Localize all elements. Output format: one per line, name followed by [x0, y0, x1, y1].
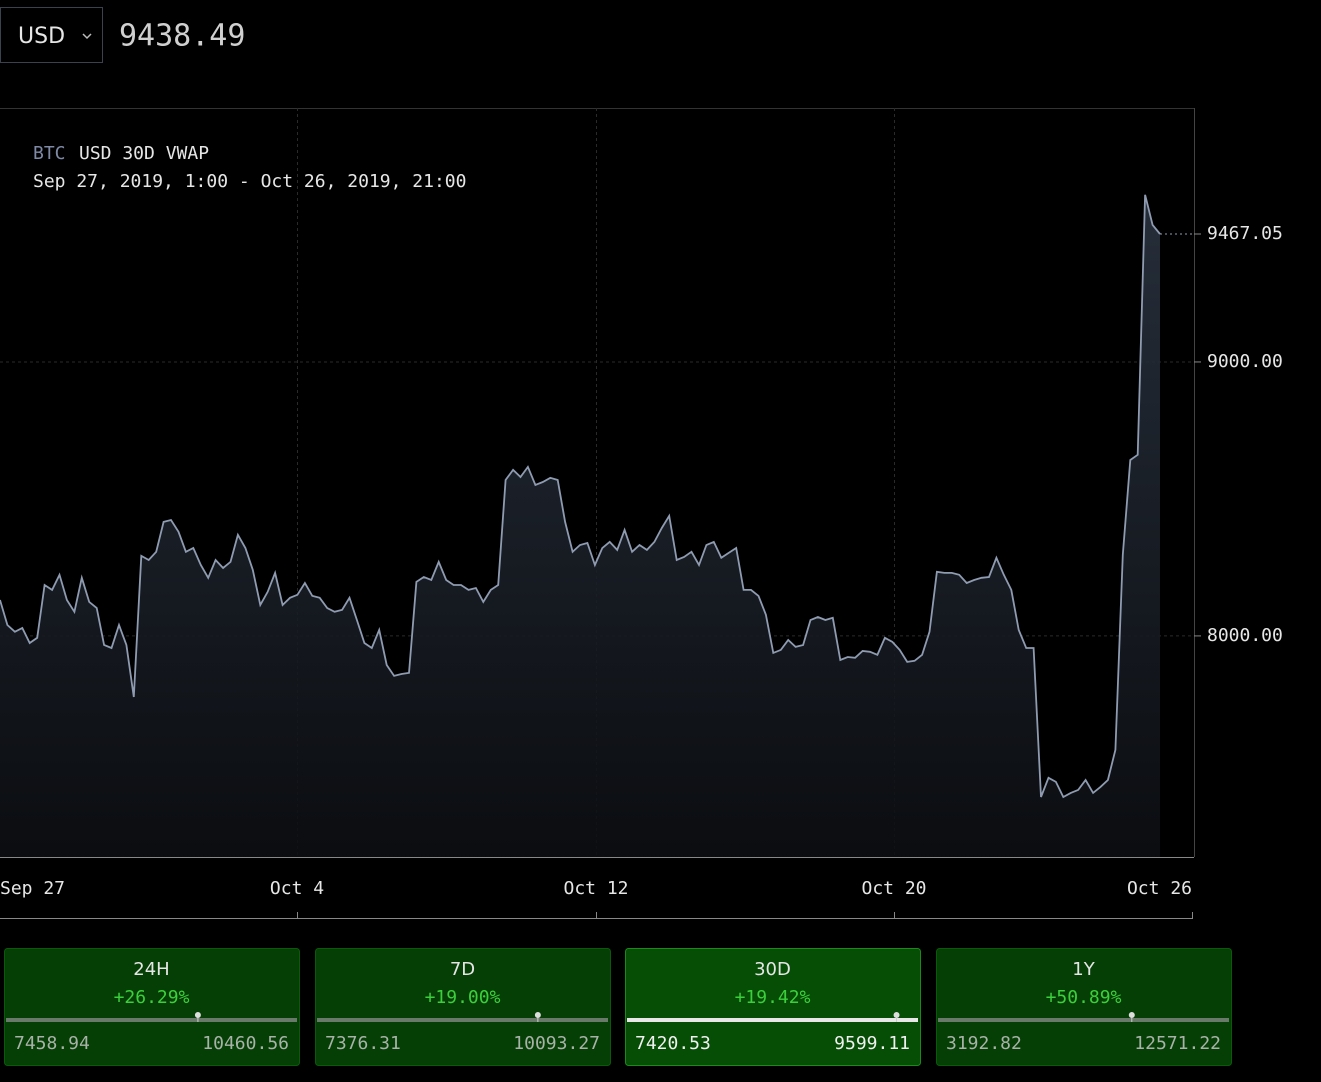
price-area: [0, 194, 1160, 858]
range-track: [627, 1018, 918, 1022]
x-tick-label: Oct 4: [270, 878, 324, 899]
range-track: [938, 1018, 1229, 1022]
card-high: 9599.11: [834, 1033, 910, 1054]
card-low: 7376.31: [325, 1033, 401, 1054]
chart-title: USD 30D VWAP: [79, 143, 209, 164]
currency-select[interactable]: [0, 7, 103, 63]
chart-subtitle: Sep 27, 2019, 1:00 - Oct 26, 2019, 21:00: [33, 171, 466, 192]
x-tick-label: Oct 26: [1127, 878, 1192, 899]
current-price: 9438.49: [119, 19, 245, 54]
period-card[interactable]: [625, 948, 921, 1066]
range-marker: [194, 1012, 201, 1018]
x-tick-label: Oct 12: [563, 878, 628, 899]
card-high: 12571.22: [1134, 1033, 1221, 1054]
card-low: 7420.53: [635, 1033, 711, 1054]
x-tick-label: Sep 27: [0, 878, 65, 899]
card-low: 7458.94: [14, 1033, 90, 1054]
card-change: +26.29%: [114, 987, 190, 1008]
range-marker: [534, 1012, 541, 1018]
period-card[interactable]: [315, 948, 611, 1066]
x-tick-label: Oct 20: [861, 878, 926, 899]
period-card[interactable]: [4, 948, 300, 1066]
card-period: 7D: [450, 959, 475, 980]
currency-label: USD: [18, 24, 65, 49]
range-track: [6, 1018, 297, 1022]
range-track: [317, 1018, 608, 1022]
card-period: 30D: [754, 959, 791, 980]
chart-symbol: BTC: [33, 143, 66, 164]
card-high: 10093.27: [513, 1033, 600, 1054]
card-period: 24H: [133, 959, 169, 980]
range-marker: [893, 1012, 900, 1018]
card-change: +19.42%: [735, 987, 811, 1008]
dropdown-arrow: [82, 33, 92, 40]
period-card[interactable]: [936, 948, 1232, 1066]
chart: BTC USD 30D VWAP Sep 27, 2019, 1:00 - Oc…: [0, 108, 1195, 919]
card-high: 10460.56: [202, 1033, 289, 1054]
card-change: +50.89%: [1046, 987, 1122, 1008]
card-change: +19.00%: [425, 987, 501, 1008]
y-tick-label: 9000.00: [1207, 351, 1283, 372]
range-marker: [1128, 1012, 1135, 1018]
last-price-label: 9467.05: [1207, 223, 1283, 244]
card-period: 1Y: [1072, 959, 1095, 980]
price-line: [0, 194, 1161, 799]
y-tick-label: 8000.00: [1207, 625, 1283, 646]
card-low: 3192.82: [946, 1033, 1022, 1054]
